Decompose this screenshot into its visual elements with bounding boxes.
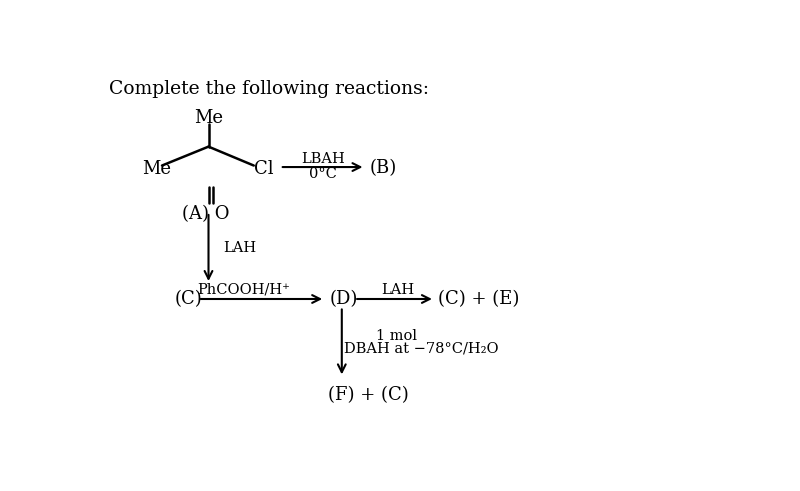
Text: (B): (B) — [370, 160, 397, 178]
Text: LAH: LAH — [381, 282, 414, 297]
Text: 0°C: 0°C — [310, 167, 337, 181]
Text: Cl: Cl — [254, 160, 274, 178]
Text: DBAH at −78°C/H₂O: DBAH at −78°C/H₂O — [344, 341, 498, 355]
Text: Me: Me — [194, 109, 223, 127]
Text: PhCOOH/H⁺: PhCOOH/H⁺ — [198, 282, 290, 297]
Text: LAH: LAH — [222, 241, 256, 255]
Text: LBAH: LBAH — [302, 152, 345, 166]
Text: (C) + (E): (C) + (E) — [438, 290, 519, 308]
Text: (C): (C) — [174, 290, 202, 308]
Text: (D): (D) — [330, 290, 358, 308]
Text: Complete the following reactions:: Complete the following reactions: — [110, 80, 430, 98]
Text: (A) O: (A) O — [182, 205, 230, 223]
Text: (F) + (C): (F) + (C) — [328, 386, 409, 405]
Text: 1 mol: 1 mol — [376, 328, 417, 343]
Text: Me: Me — [142, 160, 171, 178]
